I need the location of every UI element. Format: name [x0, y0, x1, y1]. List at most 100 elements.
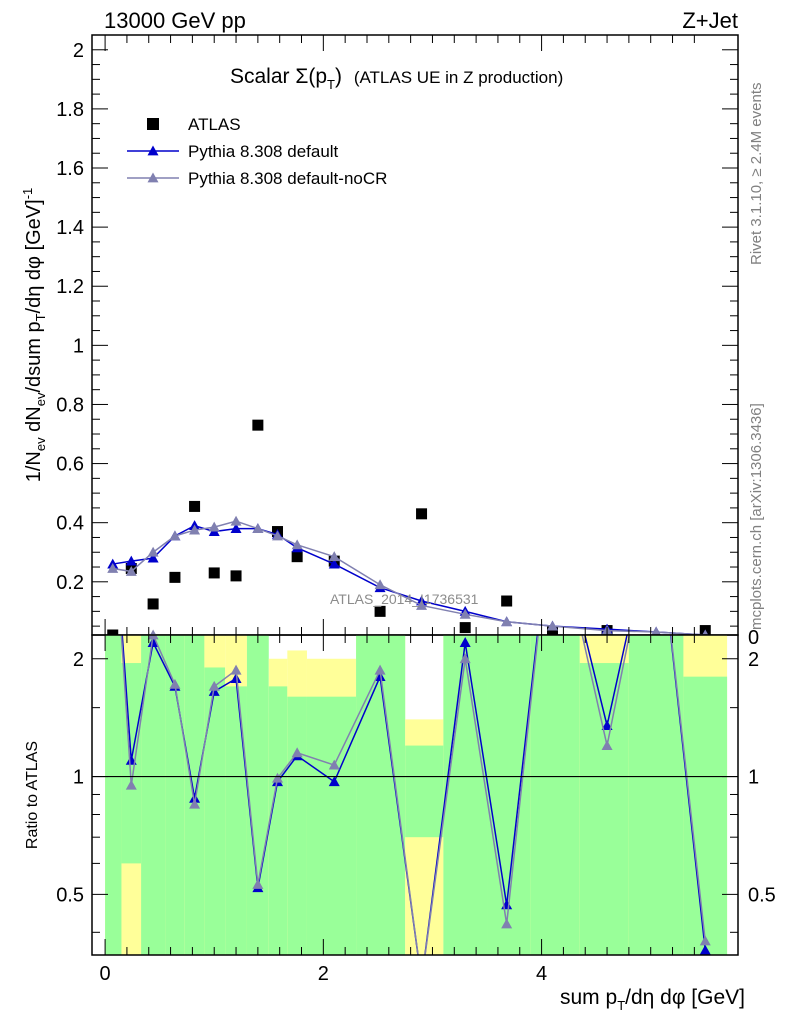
legend-marker-triangle	[147, 145, 159, 156]
pythia-nocr-point	[272, 530, 284, 541]
y-tick-label: 1.2	[56, 276, 84, 298]
y-tick-label: 1.6	[56, 158, 84, 180]
x-axis-label: sum pT/dη dφ [GeV]	[560, 986, 745, 1013]
ratio-nocr-point	[601, 740, 613, 750]
atlas-data-point	[416, 508, 428, 520]
uncertainty-band-green	[105, 635, 122, 955]
plot-title: Scalar Σ(pT) (ATLAS UE in Z production)	[230, 65, 563, 92]
pythia-nocr-point	[546, 620, 558, 631]
atlas-data-point	[208, 567, 220, 579]
legend-label: ATLAS	[188, 115, 241, 134]
uncertainty-band-green	[579, 663, 629, 955]
ratio-nocr-point	[208, 680, 220, 691]
plot-title-main: Scalar Σ(p	[230, 65, 327, 88]
atlas-data-point	[501, 595, 513, 607]
ratio-default-point	[230, 673, 242, 683]
ratio-y-tick-label: 1	[73, 767, 84, 789]
pythia-nocr-point	[189, 524, 201, 535]
uncertainty-band-green	[141, 635, 166, 955]
pythia-nocr-point	[125, 565, 137, 576]
ratio-default-point	[328, 776, 340, 787]
ratio-y-tick-label: 2	[73, 649, 84, 671]
pythia-default-point	[328, 558, 340, 569]
atlas-data-point	[230, 570, 242, 582]
ratio-default-point	[699, 944, 711, 955]
pythia-default-line	[112, 524, 706, 636]
ratio-panel: 0 2 40.5 0.51 12 2 Ratio to ATLAS sum pT/dη d…	[24, 629, 776, 1013]
ratio-nocr-point	[374, 664, 386, 675]
process-label: Z+Jet	[682, 8, 738, 33]
ratio-default-point	[189, 792, 201, 803]
pythia-default-point	[125, 555, 137, 566]
y-tick-label: 1.8	[56, 99, 84, 121]
mcplots-label: mcplots.cern.ch [arXiv:1306.3436]	[748, 403, 765, 630]
x-tick-label: 4	[536, 963, 547, 985]
y-tick-label: 2	[73, 40, 84, 62]
ratio-nocr-point	[272, 772, 284, 783]
ratio-nocr-point	[125, 779, 137, 790]
plot-title-sub: T	[327, 77, 335, 92]
energy-label: 13000 GeV pp	[104, 8, 246, 33]
pythia-nocr-point	[147, 546, 159, 557]
uncertainty-band-green	[225, 686, 247, 955]
atlas-data-point	[374, 605, 386, 617]
ratio-nocr-point	[252, 878, 264, 889]
ratio-default-point	[374, 671, 386, 682]
uncertainty-band-green	[287, 696, 307, 955]
pythia-nocr-point	[459, 608, 471, 619]
ratio-y-tick-label: 0.5	[56, 884, 84, 906]
pythia-nocr-point	[501, 616, 513, 627]
ratio-y-axis-label: Ratio to ATLAS	[24, 741, 41, 849]
pythia-default-point	[147, 552, 159, 563]
ratio-y-tick-label: 1	[748, 767, 759, 789]
atlas-data-point	[252, 419, 264, 431]
atlas-data-point	[169, 571, 181, 583]
pythia-nocr-point	[169, 530, 181, 541]
y-tick-label: 0	[748, 627, 759, 649]
uncertainty-band-green	[268, 686, 288, 955]
atlas-data-point	[459, 622, 471, 634]
x-tick-label: 0	[100, 963, 111, 985]
legend-marker-triangle	[147, 172, 159, 183]
atlas-data-point	[189, 500, 201, 512]
main-panel: 0.2 0.4 0.6 0.8 1 1.2 1.4 1.6 1.8 2 0 Scalar Σ(pT)…	[20, 34, 759, 649]
legend-label: Pythia 8.308 default-noCR	[188, 169, 387, 188]
pythia-nocr-point	[230, 515, 242, 526]
uncertainty-band-green	[306, 696, 357, 955]
ratio-y-tick-label: 0.5	[748, 884, 776, 906]
y-tick-label: 0.2	[56, 572, 84, 594]
uncertainty-band-green	[530, 635, 580, 955]
y-tick-label: 0.4	[56, 513, 84, 535]
pythia-nocr-point	[416, 599, 428, 610]
y-tick-label: 1	[73, 335, 84, 357]
uncertainty-band-green	[405, 745, 444, 838]
y-tick-label: 1.4	[56, 217, 84, 239]
legend-label: Pythia 8.308 default	[188, 142, 339, 161]
pythia-nocr-line	[112, 520, 706, 636]
atlas-data-point	[147, 598, 159, 610]
pythia-nocr-point	[208, 521, 220, 532]
ratio-panel-frame	[91, 634, 739, 956]
pythia-nocr-point	[252, 523, 264, 533]
uncertainty-band-green	[246, 635, 269, 955]
y-tick-label: 0.6	[56, 454, 84, 476]
pythia-nocr-point	[107, 562, 119, 573]
ratio-nocr-point	[169, 678, 181, 689]
plot-title-tail: )	[335, 65, 342, 88]
top-y-axis-label: 1/Nev dNev/dsum pT/dη dφ [GeV]-1	[20, 188, 48, 483]
uncertainty-band-green	[204, 667, 226, 955]
ratio-nocr-point	[699, 935, 711, 946]
pythia-nocr-point	[291, 539, 303, 550]
pythia-default-point	[230, 523, 242, 533]
uncertainty-band-green	[443, 635, 488, 955]
ratio-nocr-point	[459, 653, 471, 664]
ratio-nocr-point	[328, 759, 340, 770]
legend-marker-atlas	[147, 118, 159, 130]
ratio-nocr-point	[189, 798, 201, 809]
rivet-label: Rivet 3.1.10, ≥ 2.4M events	[748, 83, 765, 266]
atlas-data-point	[291, 551, 303, 563]
pythia-nocr-point	[328, 551, 340, 562]
atlas-data-point	[546, 626, 558, 638]
pythia-nocr-point	[374, 579, 386, 590]
ratio-y-tick-label: 2	[748, 649, 759, 671]
